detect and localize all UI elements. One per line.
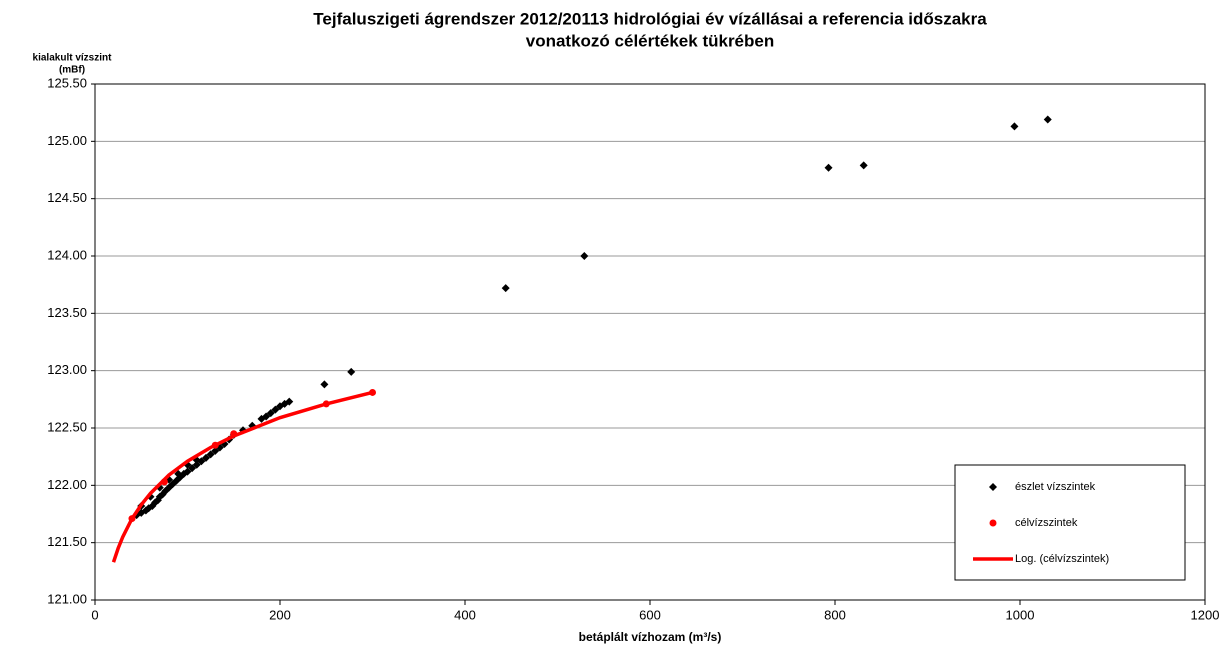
- legend-label: célvízszintek: [1015, 517, 1078, 529]
- data-point: [859, 161, 868, 170]
- y-tick-label: 121.50: [47, 534, 87, 549]
- data-point: [271, 405, 280, 414]
- y-axis-label: kialakult vízszint: [33, 53, 113, 64]
- plot-area: [94, 83, 1206, 601]
- y-tick-label: 122.50: [47, 419, 87, 434]
- data-point: [824, 163, 833, 172]
- legend-swatch: [989, 519, 997, 527]
- y-tick-label: 124.50: [47, 190, 87, 205]
- x-tick-label: 600: [639, 607, 661, 622]
- chart-title: Tejfaluszigeti ágrendszer 2012/20113 hid…: [313, 9, 987, 28]
- data-point: [206, 450, 215, 459]
- data-point: [202, 453, 210, 462]
- data-point: [1010, 122, 1019, 131]
- x-tick-label: 0: [91, 607, 98, 622]
- data-point: [1043, 115, 1052, 124]
- data-point: [320, 380, 329, 389]
- y-tick-label: 123.00: [47, 362, 87, 377]
- data-point: [188, 464, 197, 473]
- x-tick-label: 800: [824, 607, 846, 622]
- x-tick-label: 400: [454, 607, 476, 622]
- data-point: [211, 446, 220, 455]
- data-point: [262, 412, 271, 421]
- chart-title: vonatkozó célértékek tükrében: [526, 31, 774, 50]
- data-point: [192, 460, 201, 469]
- trend-line: [111, 390, 373, 563]
- x-axis-label: betáplált vízhozam (m³/s): [579, 630, 722, 644]
- legend-label: észlet vízszintek: [1015, 481, 1096, 493]
- data-point: [347, 367, 356, 376]
- data-point: [174, 469, 183, 478]
- y-tick-label: 121.00: [47, 591, 87, 606]
- legend-swatch: [989, 483, 997, 491]
- y-tick-label: 123.50: [47, 305, 87, 320]
- y-tick-label: 125.50: [47, 75, 87, 90]
- data-point: [266, 409, 275, 418]
- data-point: [501, 284, 510, 293]
- data-point: [285, 397, 294, 406]
- y-axis-label: (mBf): [59, 65, 85, 76]
- data-point: [183, 467, 192, 476]
- x-tick-label: 1000: [1006, 607, 1035, 622]
- y-tick-label: 125.00: [47, 133, 87, 148]
- x-tick-label: 1200: [1191, 607, 1220, 622]
- legend-label: Log. (célvízszintek): [1015, 553, 1109, 565]
- y-tick-label: 124.00: [47, 247, 87, 262]
- x-tick-label: 200: [269, 607, 291, 622]
- y-tick-label: 122.00: [47, 477, 87, 492]
- data-point: [580, 252, 589, 260]
